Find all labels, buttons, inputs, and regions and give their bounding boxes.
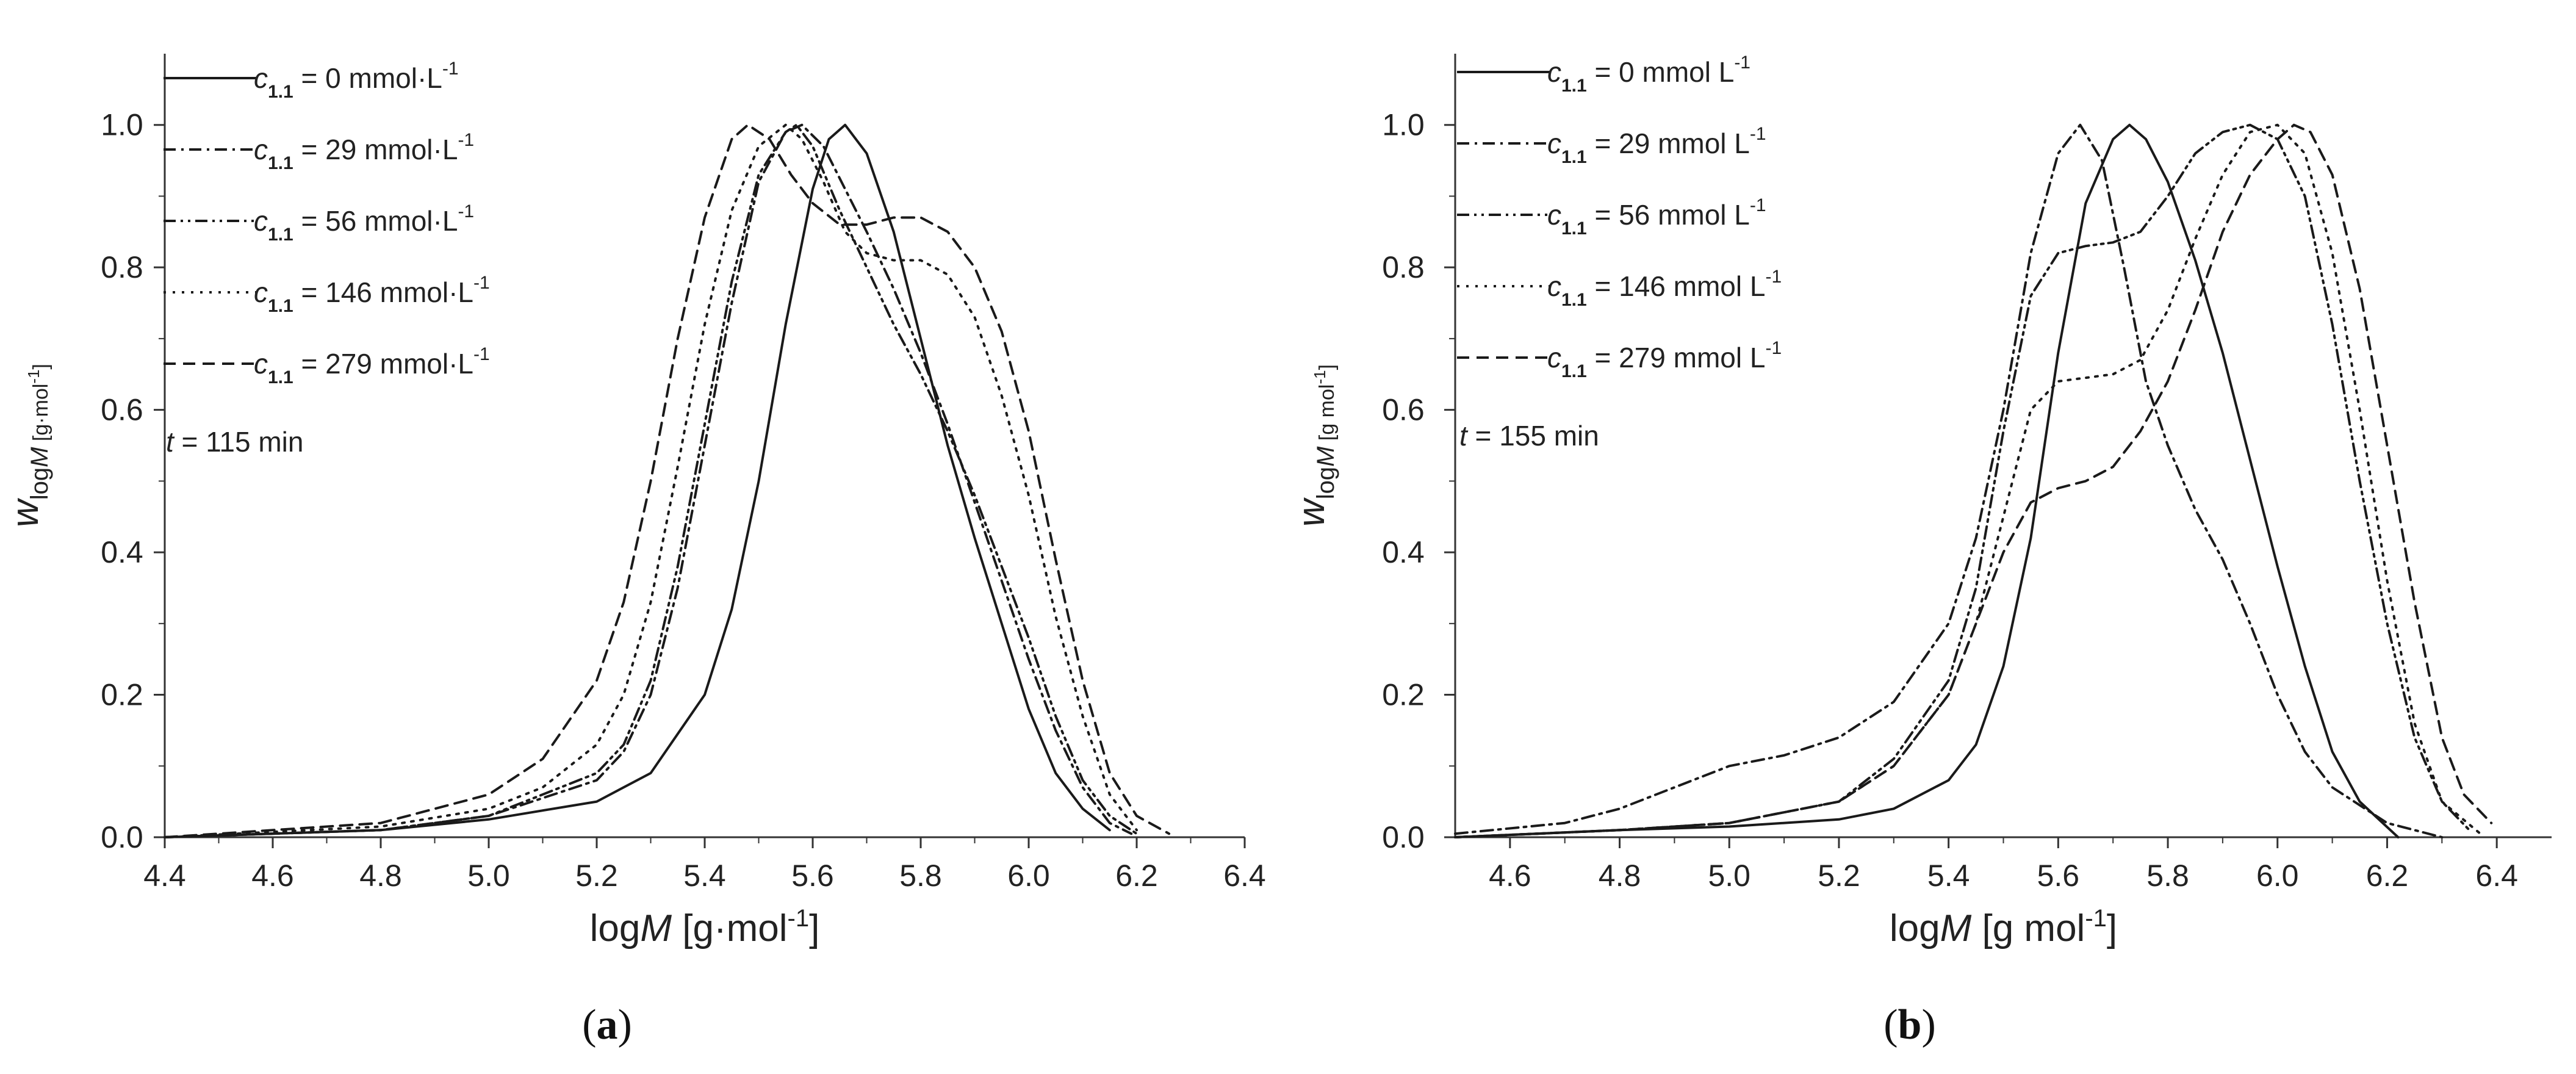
x-tick-label: 5.0 (467, 859, 510, 893)
series-line-0 (1454, 123, 2400, 838)
x-tick-label: 4.8 (1599, 859, 1641, 893)
y-tick-label: 0.2 (1382, 678, 1425, 712)
y-tick-label: 0.6 (1382, 393, 1425, 427)
series-line-56 (164, 123, 1138, 838)
annotation-time: t = 115 min (166, 426, 303, 458)
legend-entry-29: c1.1 = 29 mmol L-1 (1547, 124, 1766, 167)
legend-entry-29: c1.1 = 29 mmol·L-1 (254, 130, 474, 173)
x-tick-label: 6.0 (1007, 859, 1050, 893)
y-tick-label: 0.4 (101, 535, 143, 569)
x-tick-label: 4.6 (251, 859, 294, 893)
y-axis-label: wlogM [g·mol-1] (4, 364, 53, 527)
x-tick-label: 4.6 (1489, 859, 1531, 893)
legend-entry-0: c1.1 = 0 mmol L-1 (1547, 52, 1750, 96)
x-axis-label: logM [g mol-1] (1890, 905, 2117, 950)
x-tick-label: 5.0 (1708, 859, 1750, 893)
series-line-29 (164, 123, 1133, 838)
y-tick-label: 0.4 (1382, 535, 1425, 569)
y-tick-label: 0.6 (101, 393, 143, 427)
legend-entry-56: c1.1 = 56 mmol·L-1 (254, 201, 474, 245)
series-line-279 (1454, 123, 2493, 838)
x-tick-label: 4.4 (143, 859, 186, 893)
x-tick-label: 5.8 (899, 859, 942, 893)
panel-label-a: (a) (582, 1001, 632, 1048)
x-tick-label: 5.6 (2037, 859, 2080, 893)
x-tick-label: 6.4 (2475, 859, 2518, 893)
x-tick-label: 5.8 (2146, 859, 2189, 893)
legend-entry-279: c1.1 = 279 mmol L-1 (1547, 338, 1782, 381)
legend-entry-0: c1.1 = 0 mmol·L-1 (254, 59, 459, 102)
x-tick-label: 5.4 (1927, 859, 1970, 893)
x-axis-label: logM [g·mol-1] (590, 905, 820, 950)
y-tick-label: 0.0 (101, 820, 143, 854)
annotation-time: t = 155 min (1459, 420, 1599, 452)
chart-panel-b: 4.6 4.8 5.0 5.2 5.4 5.6 5.8 6.0 6.2 6.4 0.0 0.2 0.4 0… (1290, 52, 2552, 950)
x-tick-label: 5.2 (575, 859, 618, 893)
y-tick-label: 0.2 (101, 678, 143, 712)
x-tick-label: 6.2 (2366, 859, 2409, 893)
x-tick-label: 6.4 (1223, 859, 1266, 893)
x-tick-label: 6.2 (1115, 859, 1158, 893)
y-tick-label: 0.8 (101, 250, 143, 284)
series-line-0 (164, 123, 1111, 838)
series-line-29 (1454, 123, 2444, 838)
legend-entry-146: c1.1 = 146 mmol L-1 (1547, 267, 1782, 310)
y-axis-label: wlogM [g mol-1] (1290, 364, 1339, 527)
x-tick-label: 5.4 (683, 859, 726, 893)
y-tick-label: 1.0 (1382, 108, 1425, 142)
x-tick-label: 5.6 (791, 859, 834, 893)
legend-entry-146: c1.1 = 146 mmol·L-1 (254, 273, 490, 316)
y-tick-label: 1.0 (101, 108, 143, 142)
x-tick-label: 4.8 (359, 859, 402, 893)
y-tick-label: 0.0 (1382, 820, 1425, 854)
legend-entry-56: c1.1 = 56 mmol L-1 (1547, 195, 1766, 239)
series-line-279 (164, 123, 1171, 838)
chart-panel-a: 4.4 4.6 4.8 5.0 5.2 5.4 5.6 5.8 6.0 6.2 6.4 0.0 0.2 0… (4, 54, 1266, 950)
y-tick-label: 0.8 (1382, 250, 1425, 284)
series-line-56 (1454, 123, 2471, 838)
panel-label-b: (b) (1883, 1001, 1936, 1048)
legend-entry-279: c1.1 = 279 mmol·L-1 (254, 344, 490, 387)
x-tick-label: 5.2 (1818, 859, 1860, 893)
series-line-146 (164, 123, 1138, 838)
x-tick-label: 6.0 (2256, 859, 2299, 893)
